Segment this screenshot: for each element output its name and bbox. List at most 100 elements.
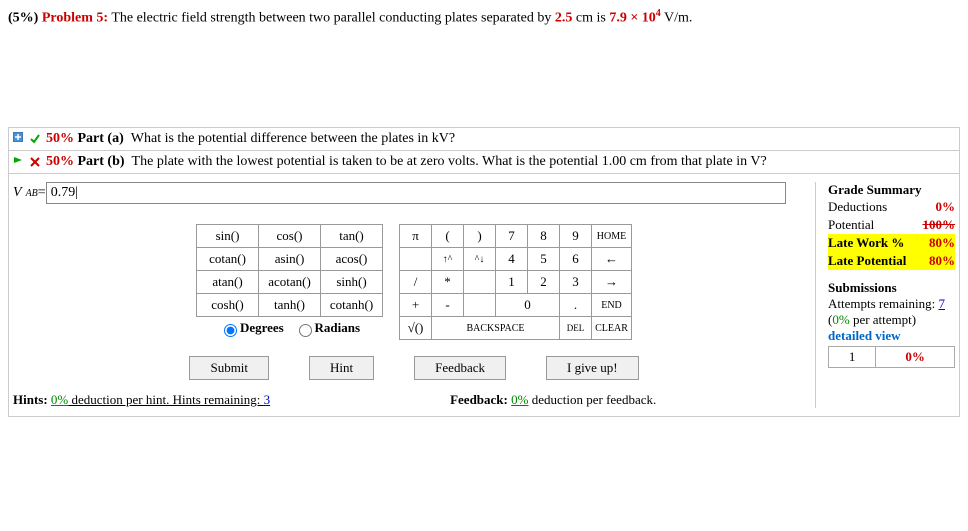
- left-button[interactable]: ←: [592, 248, 632, 271]
- del-button[interactable]: DEL: [560, 317, 592, 340]
- sub-button[interactable]: -: [432, 294, 464, 317]
- answer-input-row: V AB =: [13, 182, 815, 204]
- answer-var: V: [13, 185, 22, 201]
- attempt-num: 1: [829, 347, 876, 368]
- cross-icon: [29, 156, 41, 168]
- answer-sub: AB: [26, 188, 38, 199]
- part-a-pct: 50%: [46, 131, 74, 146]
- giveup-button[interactable]: I give up!: [546, 356, 639, 380]
- latepot-val: 80%: [918, 252, 955, 270]
- sin-button[interactable]: sin(): [197, 225, 259, 248]
- tan-button[interactable]: tan(): [321, 225, 383, 248]
- latework-label: Late Work %: [828, 234, 918, 252]
- function-table: sin()cos()tan() cotan()asin()acos() atan…: [196, 224, 383, 340]
- down-button[interactable]: ^↓: [464, 248, 496, 271]
- cosh-button[interactable]: cosh(): [197, 294, 259, 317]
- blank3: [464, 294, 496, 317]
- hints-feedback-row: Hints: 0% deduction per hint. Hints rema…: [13, 392, 815, 408]
- blank1: [400, 248, 432, 271]
- latepot-label: Late Potential: [828, 252, 918, 270]
- calculator: sin()cos()tan() cotan()asin()acos() atan…: [13, 224, 815, 340]
- attempts-remaining: Attempts remaining: 7: [828, 296, 955, 312]
- problem-label: Problem 5:: [42, 11, 108, 26]
- asin-button[interactable]: asin(): [259, 248, 321, 271]
- cos-button[interactable]: cos(): [259, 225, 321, 248]
- deductions-val: 0%: [918, 198, 955, 216]
- collapse-icon[interactable]: [13, 154, 23, 170]
- grade-summary: Grade Summary Deductions0% Potential100%…: [815, 182, 955, 408]
- tanh-button[interactable]: tanh(): [259, 294, 321, 317]
- expand-icon[interactable]: [13, 131, 23, 147]
- num4-button[interactable]: 4: [496, 248, 528, 271]
- mul-button[interactable]: *: [432, 271, 464, 294]
- num7-button[interactable]: 7: [496, 225, 528, 248]
- numpad-table: π ( ) 7 8 9 HOME ↑^ ^↓ 4 5 6: [399, 224, 632, 340]
- problem-val2: 7.9 × 10: [609, 11, 655, 26]
- degrees-label[interactable]: Degrees: [219, 320, 284, 335]
- per-attempt: (0% per attempt): [828, 312, 955, 328]
- problem-header: (5%) Problem 5: The electric field stren…: [8, 8, 960, 27]
- end-button[interactable]: END: [592, 294, 632, 317]
- hints-text: deduction per hint. Hints remaining:: [68, 392, 263, 407]
- cotanh-button[interactable]: cotanh(): [321, 294, 383, 317]
- part-b-label: Part (b): [78, 154, 125, 169]
- add-button[interactable]: +: [400, 294, 432, 317]
- atan-button[interactable]: atan(): [197, 271, 259, 294]
- acotan-button[interactable]: acotan(): [259, 271, 321, 294]
- sqrt-button[interactable]: √(): [400, 317, 432, 340]
- submit-button[interactable]: Submit: [189, 356, 269, 380]
- attempt-table: 10%: [828, 346, 955, 368]
- grade-title: Grade Summary: [828, 182, 955, 198]
- rparen-button[interactable]: ): [464, 225, 496, 248]
- num2-button[interactable]: 2: [528, 271, 560, 294]
- per-attempt-pct: 0%: [832, 312, 849, 327]
- num5-button[interactable]: 5: [528, 248, 560, 271]
- hints-pct: 0%: [51, 392, 68, 407]
- degrees-radio[interactable]: [224, 324, 237, 337]
- hints-label: Hints:: [13, 392, 48, 407]
- grade-table: Deductions0% Potential100% Late Work %80…: [828, 198, 955, 270]
- answer-left: V AB = sin()cos()tan() cotan()asin()acos(…: [13, 182, 815, 408]
- up-button[interactable]: ↑^: [432, 248, 464, 271]
- potential-val: 100%: [918, 216, 955, 234]
- part-a-row[interactable]: 50% Part (a) What is the potential diffe…: [9, 128, 959, 151]
- num1-button[interactable]: 1: [496, 271, 528, 294]
- cotan-button[interactable]: cotan(): [197, 248, 259, 271]
- answer-eq: =: [38, 185, 46, 201]
- num0-button[interactable]: 0: [496, 294, 560, 317]
- lparen-button[interactable]: (: [432, 225, 464, 248]
- answer-area: V AB = sin()cos()tan() cotan()asin()acos(…: [9, 174, 959, 416]
- detailed-view-link[interactable]: detailed view: [828, 328, 955, 344]
- feedback-info: Feedback: 0% deduction per feedback.: [450, 392, 656, 408]
- submissions-title: Submissions: [828, 280, 955, 296]
- part-b-text: The plate with the lowest potential is t…: [132, 154, 767, 169]
- feedback-button[interactable]: Feedback: [414, 356, 506, 380]
- num6-button[interactable]: 6: [560, 248, 592, 271]
- problem-text-mid: cm is: [572, 11, 609, 26]
- problem-text-pre: The electric field strength between two …: [111, 11, 555, 26]
- num9-button[interactable]: 9: [560, 225, 592, 248]
- part-a-label: Part (a): [78, 131, 124, 146]
- home-button[interactable]: HOME: [592, 225, 632, 248]
- backspace-button[interactable]: BACKSPACE: [432, 317, 560, 340]
- blank2: [464, 271, 496, 294]
- radians-radio[interactable]: [299, 324, 312, 337]
- num3-button[interactable]: 3: [560, 271, 592, 294]
- answer-input[interactable]: [46, 182, 786, 204]
- radians-label[interactable]: Radians: [294, 320, 361, 335]
- dot-button[interactable]: .: [560, 294, 592, 317]
- problem-weight: (5%): [8, 11, 38, 26]
- part-b-row[interactable]: 50% Part (b) The plate with the lowest p…: [9, 151, 959, 174]
- latework-val: 80%: [918, 234, 955, 252]
- feedback-pct: 0%: [511, 392, 528, 407]
- div-button[interactable]: /: [400, 271, 432, 294]
- clear-button[interactable]: CLEAR: [592, 317, 632, 340]
- right-button[interactable]: →: [592, 271, 632, 294]
- pi-button[interactable]: π: [400, 225, 432, 248]
- acos-button[interactable]: acos(): [321, 248, 383, 271]
- hint-button[interactable]: Hint: [309, 356, 374, 380]
- parts-section: 50% Part (a) What is the potential diffe…: [8, 127, 960, 417]
- part-b-pct: 50%: [46, 154, 74, 169]
- sinh-button[interactable]: sinh(): [321, 271, 383, 294]
- num8-button[interactable]: 8: [528, 225, 560, 248]
